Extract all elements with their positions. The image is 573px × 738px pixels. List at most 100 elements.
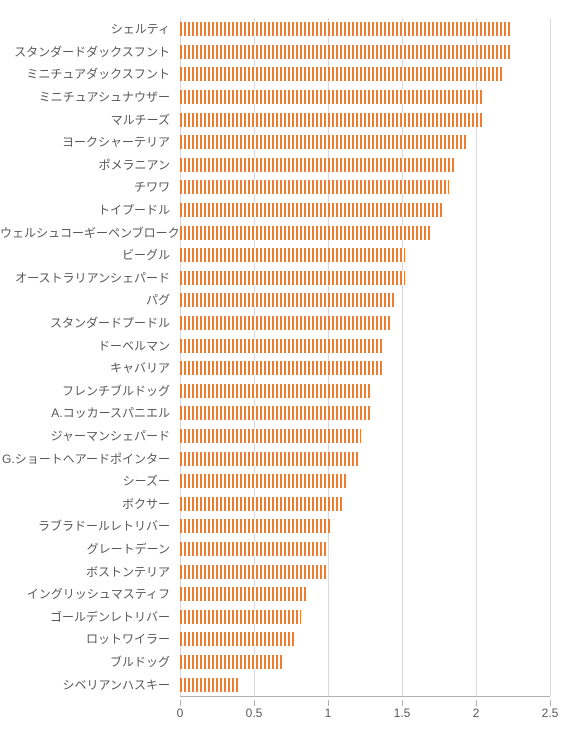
bar-row — [180, 45, 550, 59]
y-axis-label: キャバリア — [0, 361, 174, 375]
gridline — [550, 18, 551, 696]
x-axis: 00.511.522.5 — [180, 700, 550, 730]
bar-row — [180, 226, 550, 240]
bar-row — [180, 655, 550, 669]
y-axis-label: ブルドッグ — [0, 655, 174, 669]
bar — [180, 497, 343, 511]
y-axis-label: スタンダードプードル — [0, 316, 174, 330]
y-axis-label: スタンダードダックスフント — [0, 45, 174, 59]
bar-row — [180, 587, 550, 601]
bar-row — [180, 610, 550, 624]
y-axis-label: ジャーマンシェパード — [0, 429, 174, 443]
x-axis-tick-label: 0.5 — [246, 706, 263, 720]
x-axis-tick-label: 1 — [325, 706, 332, 720]
y-axis-label: ゴールデンレトリバー — [0, 610, 174, 624]
y-axis-label: オーストラリアンシェパード — [0, 271, 174, 285]
plot-area — [180, 18, 550, 697]
bar — [180, 565, 328, 579]
y-axis-label: ビーグル — [0, 248, 174, 262]
bar — [180, 384, 372, 398]
bar-row — [180, 632, 550, 646]
bar-row — [180, 113, 550, 127]
y-axis-label: ドーベルマン — [0, 339, 174, 353]
bar — [180, 452, 358, 466]
y-axis-label: ミニチュアダックスフント — [0, 67, 174, 81]
bar — [180, 158, 454, 172]
y-axis-label: シベリアンハスキー — [0, 678, 174, 692]
bar — [180, 429, 361, 443]
bar — [180, 587, 306, 601]
bar-row — [180, 384, 550, 398]
bar-row — [180, 22, 550, 36]
y-axis-label: シーズー — [0, 474, 174, 488]
bar-row — [180, 497, 550, 511]
bar-row — [180, 67, 550, 81]
y-axis-label: ポメラニアン — [0, 158, 174, 172]
y-axis-labels: シェルティスタンダードダックスフントミニチュアダックスフントミニチュアシュナウザ… — [0, 18, 174, 696]
y-axis-label: トイプードル — [0, 203, 174, 217]
bar — [180, 632, 294, 646]
y-axis-label: G.ショートヘアードポインター — [0, 452, 174, 466]
bar — [180, 361, 384, 375]
bar-row — [180, 452, 550, 466]
y-axis-label: ラブラドールレトリバー — [0, 519, 174, 533]
bar-row — [180, 678, 550, 692]
y-axis-label: ボストンテリア — [0, 565, 174, 579]
bar — [180, 22, 510, 36]
bar — [180, 678, 239, 692]
bar — [180, 655, 284, 669]
x-axis-tick-label: 0 — [177, 706, 184, 720]
y-axis-label: ヨークシャーテリア — [0, 135, 174, 149]
y-axis-label: シェルティ — [0, 22, 174, 36]
y-axis-label: ボクサー — [0, 497, 174, 511]
bar-row — [180, 90, 550, 104]
y-axis-label: グレートデーン — [0, 542, 174, 556]
bar — [180, 113, 483, 127]
bar-row — [180, 158, 550, 172]
bar — [180, 474, 346, 488]
bar-row — [180, 565, 550, 579]
bar-row — [180, 542, 550, 556]
bar — [180, 293, 395, 307]
bar — [180, 339, 384, 353]
bar — [180, 180, 449, 194]
x-axis-tick-label: 1.5 — [394, 706, 411, 720]
bar-row — [180, 293, 550, 307]
bar — [180, 542, 328, 556]
bar-row — [180, 271, 550, 285]
y-axis-label: イングリッシュマスティフ — [0, 587, 174, 601]
bar-row — [180, 248, 550, 262]
bar — [180, 67, 503, 81]
x-axis-tick-label: 2.5 — [542, 706, 559, 720]
x-axis-tick-label: 2 — [473, 706, 480, 720]
bar — [180, 90, 483, 104]
bar — [180, 406, 372, 420]
bar — [180, 135, 466, 149]
bar-row — [180, 429, 550, 443]
y-axis-label: A.コッカースパニエル — [0, 406, 174, 420]
bar-row — [180, 474, 550, 488]
bar — [180, 248, 405, 262]
bar-row — [180, 406, 550, 420]
bar-row — [180, 361, 550, 375]
bar-row — [180, 316, 550, 330]
bar-row — [180, 519, 550, 533]
bar — [180, 203, 443, 217]
y-axis-label: ウェルシュコーギーペンブローク — [0, 226, 174, 240]
bar-row — [180, 203, 550, 217]
y-axis-label: チワワ — [0, 180, 174, 194]
y-axis-label: フレンチブルドッグ — [0, 384, 174, 398]
y-axis-label: パグ — [0, 293, 174, 307]
bar — [180, 271, 405, 285]
y-axis-label: マルチーズ — [0, 113, 174, 127]
bar — [180, 610, 301, 624]
y-axis-label: ミニチュアシュナウザー — [0, 90, 174, 104]
y-axis-label: ロットワイラー — [0, 632, 174, 646]
bar-row — [180, 339, 550, 353]
chart-container: シェルティスタンダードダックスフントミニチュアダックスフントミニチュアシュナウザ… — [0, 0, 573, 738]
bar-row — [180, 180, 550, 194]
bar — [180, 316, 390, 330]
bar-row — [180, 135, 550, 149]
bar-rows — [180, 18, 550, 696]
bar — [180, 45, 510, 59]
